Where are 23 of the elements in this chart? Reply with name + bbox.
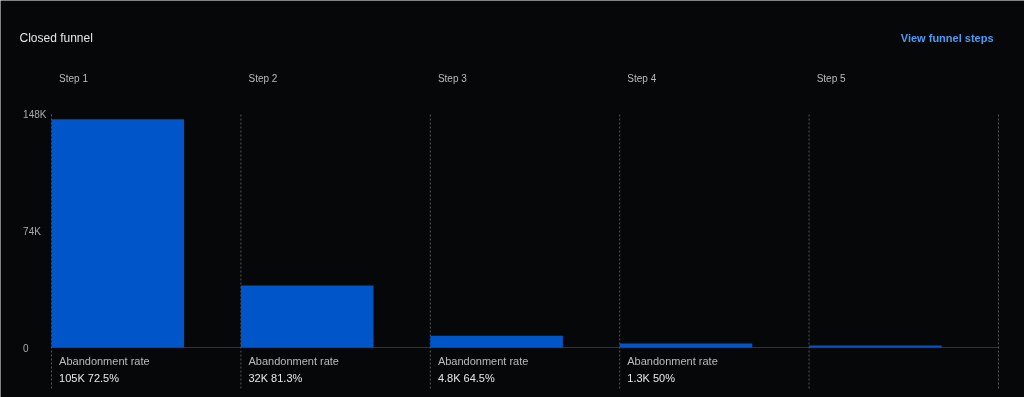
text: Abandonment rate <box>627 354 718 367</box>
x-tick-label: Step 2 <box>248 73 278 84</box>
chart-title: Closed funnel <box>19 30 93 45</box>
y-tick-label: 0 <box>23 342 30 354</box>
bar <box>430 335 563 348</box>
text: Abandonment rate <box>437 354 529 367</box>
x-tick-label: Step 1 <box>59 73 89 84</box>
bar <box>809 345 942 348</box>
text: 1.3K 50% <box>627 371 676 384</box>
text: Abandonment rate <box>59 354 150 367</box>
bar <box>240 285 374 348</box>
y-tick-label: 74K <box>23 225 42 237</box>
x-tick-label: Step 5 <box>816 73 847 84</box>
text: Abandonment rate <box>248 354 339 367</box>
y-tick-label: 148K <box>23 109 47 120</box>
x-tick-label: Step 4 <box>627 73 657 84</box>
bar <box>619 343 753 348</box>
x-tick-label: Step 3 <box>437 73 468 84</box>
bar <box>51 119 185 348</box>
text: 105K 72.5% <box>59 371 120 384</box>
text: 4.8K 64.5% <box>437 371 495 384</box>
text: View funnel steps <box>900 31 994 44</box>
text: 32K 81.3% <box>248 371 303 384</box>
